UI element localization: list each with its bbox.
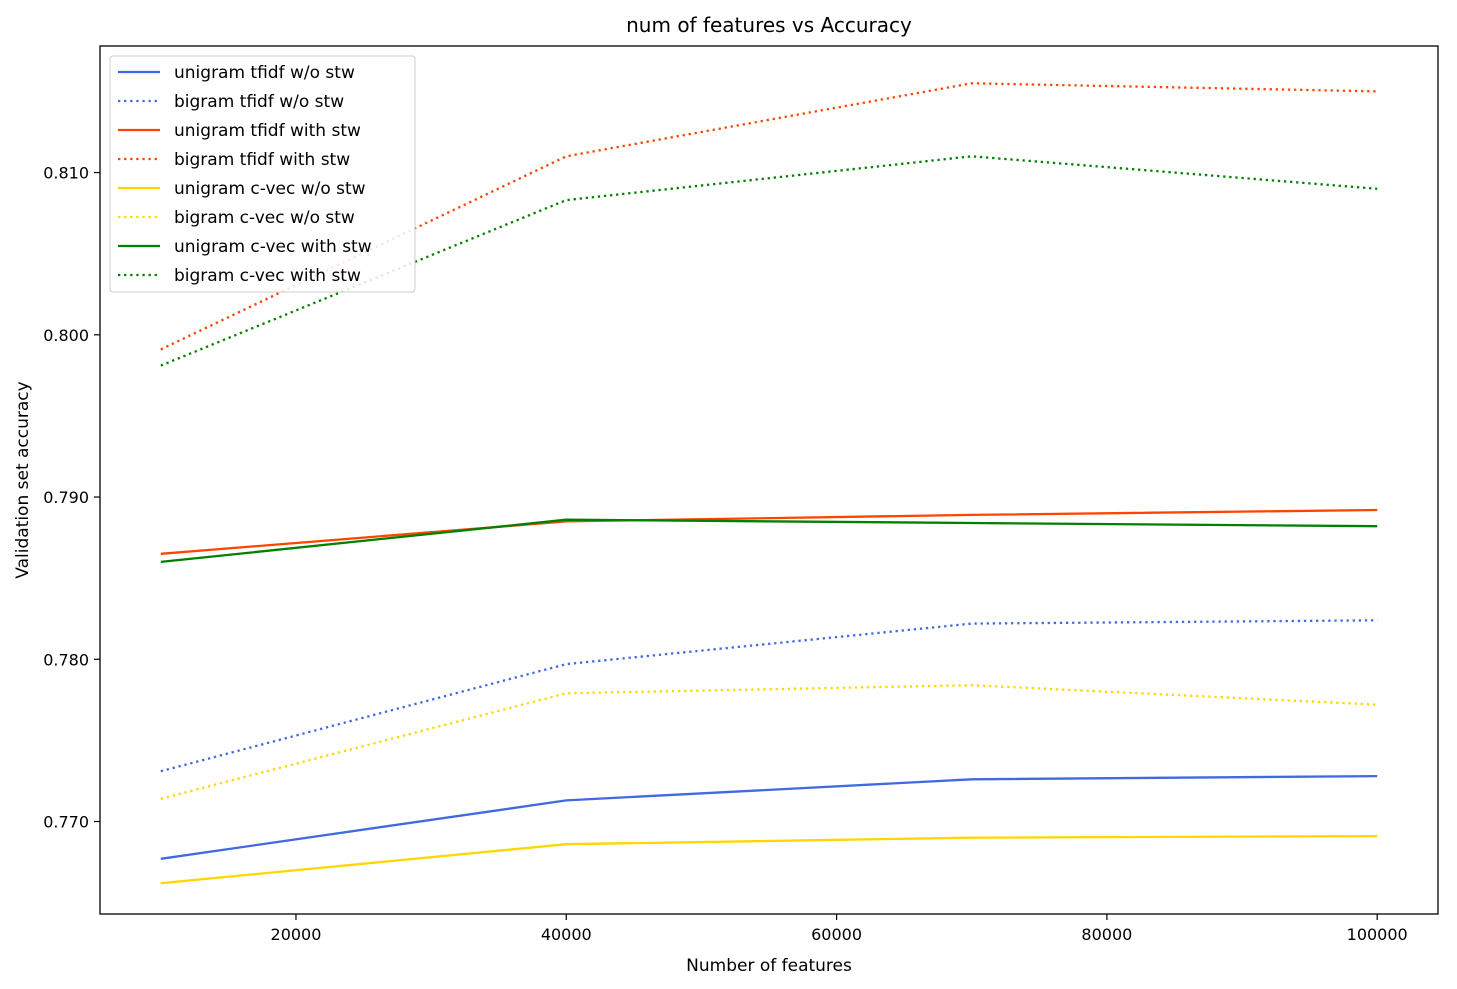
series-line-2	[160, 619, 1378, 773]
axes-frame	[99, 45, 1439, 915]
y-tick-label: 0.780	[43, 650, 89, 669]
y-tick-label: 0.770	[43, 813, 89, 832]
y-tick-label: 0.810	[43, 164, 89, 183]
legend-label: unigram tfidf with stw	[174, 121, 361, 141]
legend-label: bigram tfidf w/o stw	[174, 92, 344, 112]
series-line-8	[160, 155, 1378, 367]
x-tick-label: 100000	[1347, 925, 1408, 944]
legend-label: unigram c-vec with stw	[174, 237, 372, 257]
legend-label: bigram c-vec w/o stw	[174, 208, 355, 228]
y-axis-label: Validation set accuracy	[13, 381, 33, 578]
series-line-7	[160, 518, 1378, 564]
legend-label: bigram c-vec with stw	[174, 266, 361, 286]
legend-label: unigram c-vec w/o stw	[174, 179, 366, 199]
x-tick-label: 80000	[1081, 925, 1132, 944]
chart-title: num of features vs Accuracy	[626, 13, 912, 37]
x-axis-label: Number of features	[686, 956, 852, 976]
series-line-5	[160, 834, 1378, 885]
y-axis-ticks: 0.770 0.780 0.790 0.800 0.810	[43, 164, 100, 832]
x-tick-label: 20000	[271, 925, 322, 944]
series-line-1	[160, 774, 1378, 860]
plot-area	[160, 82, 1378, 885]
y-tick-label: 0.790	[43, 488, 89, 507]
y-tick-label: 0.800	[43, 326, 89, 345]
x-tick-label: 60000	[811, 925, 862, 944]
x-axis-ticks: 20000 40000 60000 80000 100000	[271, 914, 1408, 944]
legend-label: bigram tfidf with stw	[174, 150, 350, 170]
legend-label: unigram tfidf w/o stw	[174, 63, 355, 83]
x-tick-label: 40000	[541, 925, 592, 944]
legend-box	[109, 55, 416, 293]
legend: unigram tfidf w/o stw bigram tfidf w/o st…	[109, 55, 416, 293]
series-line-3	[160, 508, 1378, 555]
series-line-6	[160, 684, 1378, 800]
